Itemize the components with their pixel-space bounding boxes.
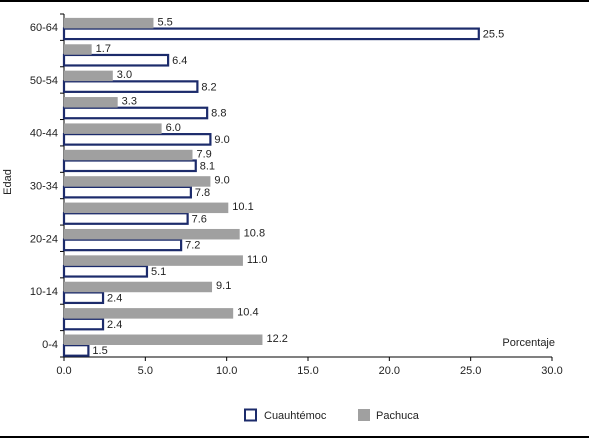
x-tick-label: 10.0 bbox=[216, 365, 237, 377]
data-label-cuauhtemoc: 7.2 bbox=[185, 240, 200, 252]
y-tick-label: 50-54 bbox=[30, 75, 58, 87]
bar-pachuca bbox=[64, 149, 193, 161]
data-label-cuauhtemoc: 2.4 bbox=[107, 292, 122, 304]
bar-pachuca bbox=[64, 176, 211, 187]
data-label-pachuca: 10.4 bbox=[237, 307, 258, 319]
bar-cuauhtemoc bbox=[62, 212, 189, 225]
legend-label-pachuca: Pachuca bbox=[376, 410, 420, 422]
data-label-pachuca: 3.3 bbox=[122, 96, 137, 108]
data-label-pachuca: 3.0 bbox=[117, 69, 132, 81]
plot-area: 0.0 5.0 10.0 15.0 20.0 25.0 30.0 0-4 10-14 20-24 3… bbox=[30, 13, 563, 377]
data-label-pachuca: 5.5 bbox=[157, 16, 172, 28]
x-tick-label: 30.0 bbox=[541, 365, 562, 377]
data-label-cuauhtemoc: 25.5 bbox=[483, 29, 504, 41]
bar-pachuca bbox=[64, 97, 118, 108]
data-label-pachuca: 9.0 bbox=[214, 175, 229, 187]
data-label-cuauhtemoc: 7.8 bbox=[195, 187, 210, 199]
bar-cuauhtemoc bbox=[62, 264, 149, 278]
data-label-cuauhtemoc: 9.0 bbox=[214, 134, 229, 146]
data-label-cuauhtemoc: 8.8 bbox=[211, 108, 226, 120]
bar-cuauhtemoc bbox=[62, 344, 90, 357]
data-label-pachuca: 1.7 bbox=[96, 43, 111, 55]
y-tick-label: 60-64 bbox=[30, 22, 58, 34]
bar-cuauhtemoc bbox=[62, 185, 192, 199]
bar-cuauhtemoc bbox=[62, 133, 212, 146]
data-label-cuauhtemoc: 6.4 bbox=[172, 55, 187, 67]
bar-cuauhtemoc bbox=[62, 106, 209, 120]
y-tick-label: 40-44 bbox=[30, 128, 58, 140]
data-label-pachuca: 10.1 bbox=[232, 201, 253, 213]
bar-pachuca bbox=[64, 228, 240, 240]
x-tick-label: 0.0 bbox=[56, 365, 71, 377]
data-label-cuauhtemoc: 7.6 bbox=[192, 213, 207, 225]
y-axis-title: Edad bbox=[2, 169, 14, 195]
legend-label-cuauhtemoc: Cuauhtémoc bbox=[264, 410, 327, 422]
data-label-cuauhtemoc: 5.1 bbox=[151, 266, 166, 278]
data-label-pachuca: 10.8 bbox=[244, 227, 265, 239]
bar-cuauhtemoc bbox=[62, 53, 170, 67]
data-label-cuauhtemoc: 8.1 bbox=[200, 161, 215, 173]
data-label-pachuca: 7.9 bbox=[197, 148, 212, 160]
y-tick-label: 10-14 bbox=[30, 286, 58, 298]
data-label-cuauhtemoc: 8.2 bbox=[201, 81, 216, 93]
y-tick-label: 30-34 bbox=[30, 181, 58, 193]
legend-swatch-cuauhtemoc bbox=[244, 408, 257, 422]
bar-pachuca bbox=[64, 308, 234, 319]
bar-pachuca bbox=[64, 202, 229, 214]
legend-swatch-pachuca bbox=[358, 409, 370, 421]
data-label-pachuca: 11.0 bbox=[247, 254, 268, 266]
data-label-cuauhtemoc: 1.5 bbox=[92, 345, 107, 357]
data-label-pachuca: 12.2 bbox=[266, 333, 287, 345]
bar-pachuca bbox=[64, 255, 243, 266]
y-tick-label: 20-24 bbox=[30, 233, 58, 245]
bar-cuauhtemoc bbox=[62, 27, 480, 41]
data-label-cuauhtemoc: 2.4 bbox=[107, 319, 122, 331]
x-tick-label: 20.0 bbox=[379, 365, 400, 377]
bar-cuauhtemoc bbox=[62, 291, 105, 305]
x-axis-title: Porcentaje bbox=[502, 337, 555, 349]
bar-pachuca bbox=[64, 17, 154, 29]
x-tick-label: 5.0 bbox=[138, 365, 153, 377]
bar-cuauhtemoc bbox=[62, 80, 199, 93]
data-label-pachuca: 6.0 bbox=[166, 122, 181, 134]
y-tick-label: 0-4 bbox=[42, 339, 58, 351]
bar-pachuca bbox=[64, 334, 263, 345]
bar-pachuca bbox=[64, 44, 92, 55]
bar-pachuca bbox=[64, 281, 213, 293]
x-tick-label: 15.0 bbox=[297, 365, 318, 377]
bar-cuauhtemoc bbox=[62, 317, 105, 331]
bar-pachuca bbox=[64, 70, 113, 82]
data-label-pachuca: 9.1 bbox=[216, 280, 231, 292]
x-tick-label: 25.0 bbox=[460, 365, 481, 377]
bar-cuauhtemoc bbox=[62, 159, 197, 173]
bar-pachuca bbox=[64, 123, 162, 134]
bar-cuauhtemoc bbox=[62, 238, 183, 252]
legend: Cuauhtémoc Pachuca bbox=[244, 408, 420, 422]
